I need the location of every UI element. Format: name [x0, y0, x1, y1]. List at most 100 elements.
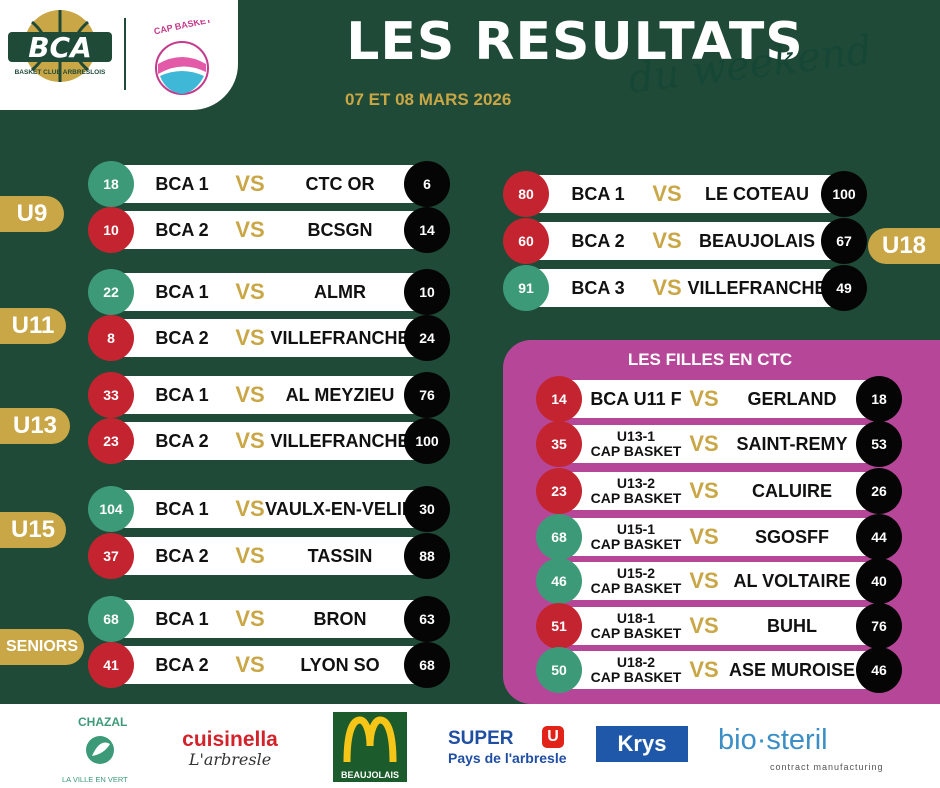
mcdonalds-arches-icon [343, 716, 397, 763]
category-label: U9 [0, 196, 64, 232]
away-team: BEAUJOLAIS [698, 230, 815, 251]
vs-label: VS [689, 657, 719, 682]
match-row: 60 BCA 2 VS BEAUJOLAIS 67 [503, 218, 867, 264]
away-score: 6 [404, 161, 450, 207]
away-team: LE COTEAU [704, 183, 809, 204]
home-team-line1: BCA 2 [155, 430, 209, 451]
home-team: BCA 2 [142, 319, 222, 357]
away-score: 46 [856, 647, 902, 693]
away-team: CALUIRE [752, 480, 832, 501]
vs-label: VS [235, 217, 265, 242]
match-row: 10 BCA 2 VS BCSGN 14 [88, 207, 450, 253]
ctc-match-row: 51 U18-1 CAP BASKET VS BUHL 76 [536, 603, 902, 649]
home-team-line1: BCA 2 [571, 230, 625, 251]
away-score: 68 [404, 642, 450, 688]
home-team-line1: BCA 1 [571, 183, 625, 204]
away-score: 30 [404, 486, 450, 532]
away-team: BRON [313, 608, 367, 629]
away-score: 24 [404, 315, 450, 361]
home-team-line2: CAP BASKET [590, 490, 682, 506]
away-score: 76 [404, 372, 450, 418]
home-team: BCA 2 [142, 646, 222, 684]
krys-name: Krys [596, 726, 688, 762]
bca-logo-sub: BASKET CLUB ARBRESLOIS [15, 69, 106, 76]
away-score: 100 [821, 171, 867, 217]
vs-label: VS [652, 228, 682, 253]
away-score: 18 [856, 376, 902, 422]
ctc-match-row: 50 U18-2 CAP BASKET VS ASE MUROISE 46 [536, 647, 902, 693]
mcdonalds-logo: BEAUJOLAIS [333, 712, 407, 782]
krys-logo: Krys [596, 726, 688, 776]
home-team: U15-1 CAP BASKET [588, 518, 684, 556]
home-score: 68 [88, 596, 134, 642]
match-row: 23 BCA 2 VS VILLEFRANCHE 100 [88, 418, 450, 464]
away-score: 14 [404, 207, 450, 253]
chazal-logo: CHAZAL LA VILLE EN VERT [62, 715, 128, 784]
home-team: BCA 1 [557, 175, 639, 213]
ctc-match-row: 23 U13-2 CAP BASKET VS CALUIRE 26 [536, 468, 902, 514]
biosteril-logo: bio·steril contract manufacturing [718, 722, 888, 778]
away-score: 49 [821, 265, 867, 311]
vs-label: VS [235, 171, 265, 196]
home-team-line1: BCA 1 [155, 173, 209, 194]
home-score: 18 [88, 161, 134, 207]
home-team-line2: CAP BASKET [590, 536, 682, 552]
away-team: VILLEFRANCHE [687, 277, 827, 298]
home-team-line1: U13-1 [616, 428, 656, 445]
home-team: BCA 2 [142, 211, 222, 249]
bca-logo: BCA BASKET CLUB ARBRESLOIS [8, 10, 112, 82]
home-score: 33 [88, 372, 134, 418]
superu-u-icon: U [542, 726, 564, 748]
home-score: 91 [503, 265, 549, 311]
cap-logo-text: CAP BASKET [153, 20, 213, 36]
home-team-line2: CAP BASKET [590, 580, 682, 596]
biosteril-sub: contract manufacturing [770, 762, 884, 772]
away-team: CTC OR [305, 173, 375, 194]
home-score: 41 [88, 642, 134, 688]
category-label: U15 [0, 512, 66, 548]
home-team: BCA 1 [142, 165, 222, 203]
home-team: BCA 1 [142, 273, 222, 311]
home-team-line1: U18-1 [616, 610, 656, 627]
cap-basket-logo: CAP BASKET [153, 20, 213, 95]
sponsor-bar: CHAZAL LA VILLE EN VERT cuisinella L'arb… [0, 704, 940, 788]
vs-label: VS [235, 382, 265, 407]
away-team: AL VOLTAIRE [733, 570, 851, 591]
home-team: BCA 3 [557, 269, 639, 307]
home-team-line1: BCA 2 [155, 327, 209, 348]
vs-label: VS [235, 279, 265, 304]
ctc-match-row: 14 BCA U11 F VS GERLAND 18 [536, 376, 902, 422]
away-score: 88 [404, 533, 450, 579]
home-team-line1: BCA 1 [155, 608, 209, 629]
superu-name: SUPER [448, 728, 514, 749]
vs-label: VS [689, 478, 719, 503]
home-team: BCA U11 F [588, 380, 684, 418]
ctc-title: LES FILLES EN CTC [627, 350, 793, 369]
home-score: 50 [536, 647, 582, 693]
category-label: SENIORS [0, 629, 84, 665]
home-team-line1: BCA 2 [155, 654, 209, 675]
away-score: 26 [856, 468, 902, 514]
home-team-line1: U18-2 [616, 654, 656, 671]
home-score: 46 [536, 558, 582, 604]
home-team-line1: BCA 1 [155, 281, 209, 302]
home-score: 8 [88, 315, 134, 361]
away-team: SAINT-REMY [736, 433, 848, 454]
category-label: U13 [0, 408, 70, 444]
away-team: TASSIN [307, 545, 373, 566]
vs-label: VS [689, 568, 719, 593]
away-score: 44 [856, 514, 902, 560]
vs-label: VS [689, 524, 719, 549]
match-row: 104 BCA 1 VS VAULX-EN-VELIN 30 [88, 486, 450, 532]
home-score: 60 [503, 218, 549, 264]
vs-label: VS [689, 613, 719, 638]
home-team: U18-2 CAP BASKET [588, 651, 684, 689]
away-team: VILLEFRANCHE [270, 327, 410, 348]
home-team-line2: CAP BASKET [590, 625, 682, 641]
home-team: BCA 1 [142, 376, 222, 414]
category-label: U18 [868, 228, 940, 264]
away-team: AL MEYZIEU [285, 384, 395, 405]
match-row: 22 BCA 1 VS ALMR 10 [88, 269, 450, 315]
match-row: 37 BCA 2 VS TASSIN 88 [88, 533, 450, 579]
